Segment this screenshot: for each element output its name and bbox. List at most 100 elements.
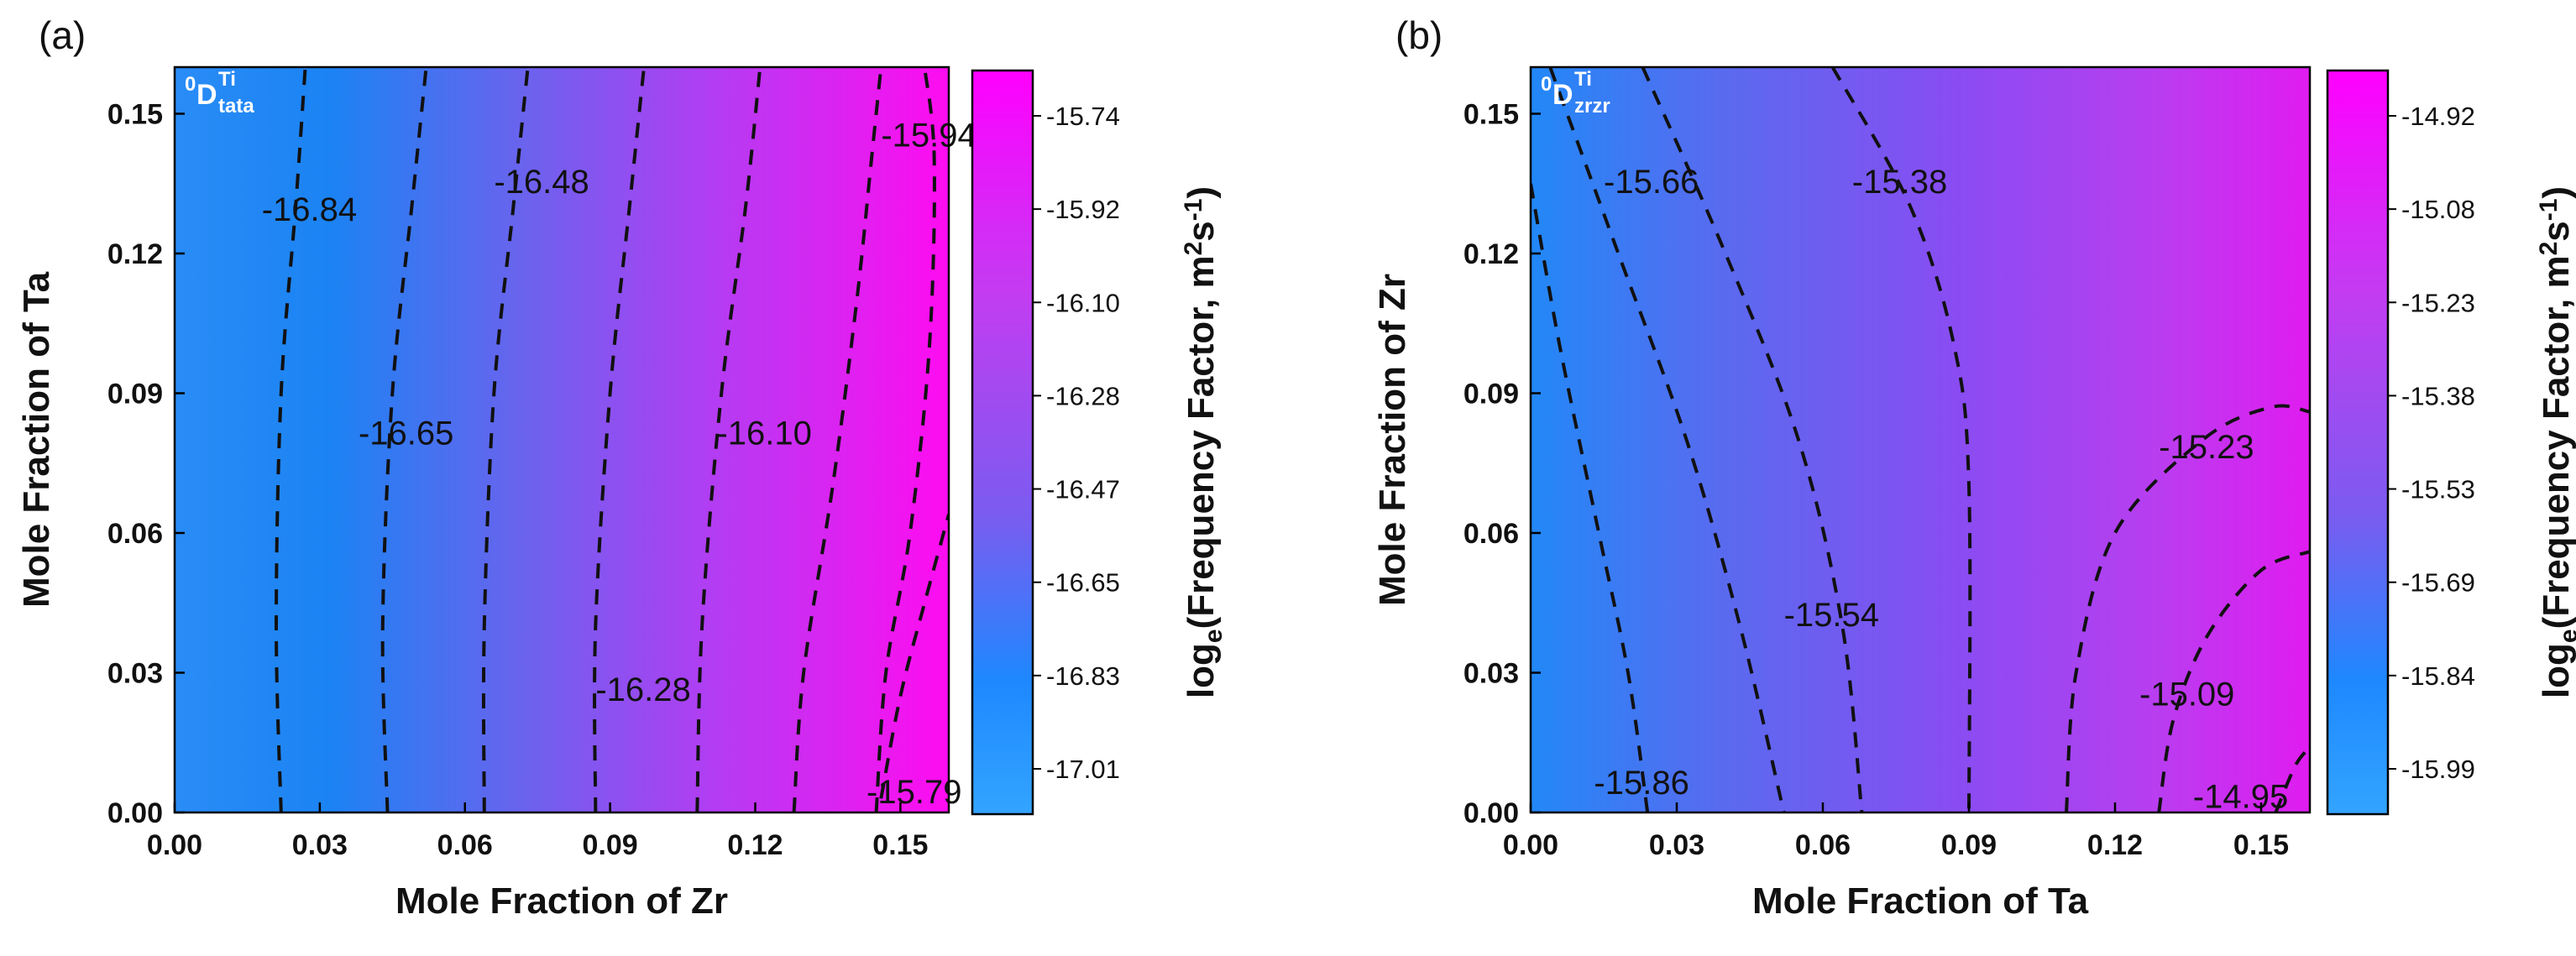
colorbar-ticks: -15.74 -15.92 -16.10 -16.28 -16.47 -16.65 -16.… xyxy=(1033,102,1120,784)
x-tick-label: 0.15 xyxy=(872,829,928,861)
colorbar-title-mid: s xyxy=(2536,221,2576,241)
y-tick-label: 0.06 xyxy=(1463,518,1519,550)
colorbar-tick-label: -16.83 xyxy=(1046,661,1120,691)
contour-line-7 xyxy=(874,67,936,812)
colorbar-tick-label: -15.84 xyxy=(2401,661,2475,691)
colorbar-tick-label: -16.28 xyxy=(1046,381,1120,410)
contour-label: -15.09 xyxy=(2139,676,2234,713)
colorbar-tick-label: -16.47 xyxy=(1046,475,1120,504)
colorbar-tick-label: -15.53 xyxy=(2401,475,2475,504)
heatmap-area xyxy=(175,67,949,812)
x-tick-label: 0.06 xyxy=(1795,829,1851,861)
panel-b: (b) -15.66 -15.38 -15.23 -15.54 -15.09 -15.86… xyxy=(1372,13,2576,922)
colorbar-title: loge(Frequency Factor, m2s-1) xyxy=(1180,186,1228,698)
x-tick-label: 0.09 xyxy=(583,829,638,861)
x-tick-label: 0.06 xyxy=(437,829,493,861)
heatmap-area xyxy=(1531,67,2310,812)
contour-line-4 xyxy=(593,67,646,812)
colorbar-title-end: ) xyxy=(2536,186,2576,199)
contour-line-2 xyxy=(380,67,428,812)
corner-label: 0 D Ti tata xyxy=(185,68,254,118)
contour-line-4 xyxy=(1830,67,1972,812)
colorbar-title-rest: (Frequency Factor, m xyxy=(1181,255,1222,629)
contour-line-7 xyxy=(2274,745,2310,812)
corner-label-main: D xyxy=(1552,79,1573,111)
contour-label: -15.79 xyxy=(867,774,961,811)
x-tick-label: 0.03 xyxy=(1649,829,1704,861)
panel-label: (b) xyxy=(1395,13,1442,57)
colorbar-title-sup2: -1 xyxy=(2535,199,2563,222)
x-axis-title: Mole Fraction of Ta xyxy=(1752,880,2089,922)
x-tick-label: 0.15 xyxy=(2233,829,2289,861)
y-tick-label: 0.03 xyxy=(1463,658,1519,690)
y-tick-label: 0.06 xyxy=(107,518,163,550)
panel-a: (a) -16.84 -16.48 -15.94 -16.65 -16.10 -16.28… xyxy=(16,13,1228,922)
colorbar-title-sub: e xyxy=(2555,629,2576,643)
y-tick-label: 0.12 xyxy=(107,238,163,270)
y-axis-title: Mole Fraction of Zr xyxy=(1372,274,1413,606)
y-tick-label: 0.15 xyxy=(107,99,163,131)
colorbar xyxy=(2327,71,2388,814)
contour-line-2 xyxy=(1548,67,1786,812)
contour-line-3 xyxy=(481,67,530,812)
y-tick-label: 0.15 xyxy=(1463,99,1519,131)
y-tick-label: 0.12 xyxy=(1463,238,1519,270)
contour-label: -15.23 xyxy=(2159,429,2254,466)
colorbar-title-end: ) xyxy=(1181,186,1222,199)
contour-label: -16.65 xyxy=(359,415,453,452)
colorbar-title-sup: 2 xyxy=(2535,242,2563,256)
colorbar-frame xyxy=(2326,69,2390,816)
contour-line-1 xyxy=(1531,183,1650,812)
colorbar-frame xyxy=(971,69,1034,816)
contour-line-1 xyxy=(274,67,307,812)
corner-label-sub: zrzr xyxy=(1574,95,1610,118)
corner-label-sup: Ti xyxy=(1574,68,1592,91)
contour-lines xyxy=(1531,67,2310,812)
corner-label: 0 D Ti zrzr xyxy=(1541,68,1610,118)
contour-label: -15.38 xyxy=(1852,164,1947,201)
contour-label: -16.10 xyxy=(716,415,811,452)
colorbar-title-sup: 2 xyxy=(1180,242,1207,256)
contour-line-6 xyxy=(2157,550,2310,812)
colorbar-tick-label: -15.23 xyxy=(2401,288,2475,317)
x-axis-ticks: 0.00 0.03 0.06 0.09 0.12 0.15 xyxy=(1503,802,2289,861)
y-tick-label: 0.00 xyxy=(1463,797,1519,829)
x-axis-ticks: 0.00 0.03 0.06 0.09 0.12 0.15 xyxy=(147,802,928,861)
x-tick-label: 0.03 xyxy=(292,829,348,861)
x-tick-label: 0.00 xyxy=(1503,829,1558,861)
colorbar-title-rest: (Frequency Factor, m xyxy=(2536,255,2576,629)
colorbar-title: loge(Frequency Factor, m2s-1) xyxy=(2535,186,2576,698)
colorbar-tick-label: -15.99 xyxy=(2401,755,2475,784)
colorbar-title-log: log xyxy=(2536,643,2576,698)
colorbar-tick-label: -14.92 xyxy=(2401,102,2475,131)
contour-label: -14.95 xyxy=(2193,778,2288,815)
colorbar-tick-label: -15.08 xyxy=(2401,195,2475,224)
contour-labels: -15.66 -15.38 -15.23 -15.54 -15.09 -15.86 -14.… xyxy=(1594,164,2288,816)
panel-label: (a) xyxy=(39,13,86,57)
y-tick-label: 0.09 xyxy=(107,379,163,410)
x-tick-label: 0.12 xyxy=(727,829,783,861)
contour-label: -16.84 xyxy=(262,191,357,228)
y-tick-label: 0.00 xyxy=(107,797,163,829)
plot-frame xyxy=(173,65,950,814)
y-tick-label: 0.09 xyxy=(1463,379,1519,410)
corner-label-sub: tata xyxy=(218,95,254,118)
contour-label: -15.94 xyxy=(881,117,976,154)
contour-lines xyxy=(274,67,949,812)
y-axis-ticks: 0.00 0.03 0.06 0.09 0.12 0.15 xyxy=(107,99,185,829)
colorbar-tick-label: -15.92 xyxy=(1046,195,1120,224)
corner-label-prefix: 0 xyxy=(1541,73,1552,96)
contour-line-6 xyxy=(792,67,883,812)
contour-line-5 xyxy=(695,67,762,812)
colorbar-title-sup2: -1 xyxy=(1180,199,1207,222)
contour-label: -15.66 xyxy=(1604,164,1699,201)
contour-label: -16.28 xyxy=(595,671,690,708)
colorbar-tick-label: -15.74 xyxy=(1046,102,1120,131)
colorbar-title-mid: s xyxy=(1181,221,1222,241)
colorbar-tick-label: -16.65 xyxy=(1046,568,1120,598)
corner-label-sup: Ti xyxy=(218,68,236,91)
contour-line-5 xyxy=(2065,404,2310,812)
corner-label-main: D xyxy=(196,79,217,111)
colorbar-title-sub: e xyxy=(1200,629,1228,643)
x-axis-title: Mole Fraction of Zr xyxy=(395,880,728,922)
